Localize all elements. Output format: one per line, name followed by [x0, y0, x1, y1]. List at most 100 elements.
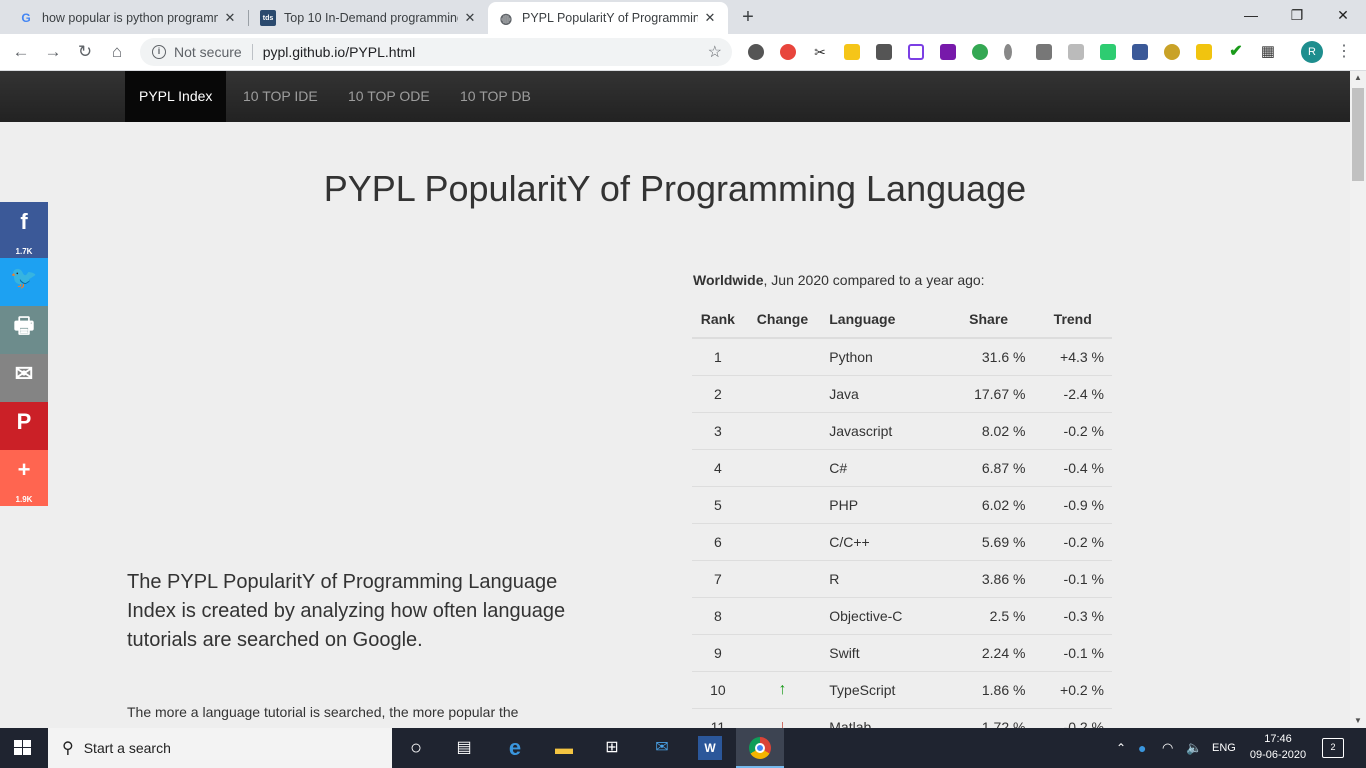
new-tab-button[interactable]: +: [742, 6, 754, 28]
minimize-window-button[interactable]: —: [1244, 7, 1258, 23]
extension-icon[interactable]: [844, 44, 860, 60]
home-icon[interactable]: ⌂: [111, 42, 123, 61]
share-value: 6.87 %: [981, 459, 1026, 476]
tray-app-icon[interactable]: ●: [1138, 740, 1147, 756]
language-value: Objective-C: [829, 607, 903, 624]
extension-icon[interactable]: [1004, 44, 1012, 60]
nav-top-ode[interactable]: 10 TOP ODE: [348, 88, 430, 104]
share-value: 3.86 %: [981, 570, 1026, 587]
scroll-up-icon[interactable]: ▲: [1354, 73, 1362, 82]
table-header-row: Rank Change Language Share Trend: [692, 300, 1112, 339]
nav-top-db[interactable]: 10 TOP DB: [460, 88, 531, 104]
volume-icon[interactable]: 🔈: [1186, 740, 1203, 755]
forward-icon[interactable]: →: [44, 42, 62, 61]
more-share-button[interactable]: +1.9K: [0, 450, 48, 506]
rank-value: 5: [713, 496, 722, 513]
extension-icon[interactable]: [1164, 44, 1180, 60]
cortana-icon[interactable]: ○: [409, 737, 423, 759]
trend-cell: +0.2 %: [1033, 670, 1112, 708]
change-cell: [743, 559, 822, 597]
site-nav: PYPL Index 10 TOP IDE 10 TOP ODE 10 TOP …: [0, 71, 1350, 122]
close-tab-icon[interactable]: ✕: [224, 10, 236, 25]
more-icon: +: [17, 457, 31, 482]
change-cell: [743, 337, 822, 375]
nav-top-ide[interactable]: 10 TOP IDE: [243, 88, 318, 104]
change-cell: ↑: [743, 670, 822, 708]
extension-icon[interactable]: [1036, 44, 1052, 60]
profile-avatar[interactable]: R: [1301, 41, 1323, 63]
extension-icon[interactable]: [1100, 44, 1116, 60]
browser-tab-google-search[interactable]: G how popular is python programm ✕: [8, 2, 248, 34]
checkmark-icon[interactable]: ✔: [1229, 43, 1243, 60]
reload-icon[interactable]: ↻: [77, 42, 93, 61]
share-cell: 31.6 %: [943, 337, 1034, 375]
language-indicator[interactable]: ENG: [1212, 742, 1236, 754]
close-tab-icon[interactable]: ✕: [704, 10, 716, 25]
extension-icon[interactable]: [748, 44, 764, 60]
windows-start-icon[interactable]: [14, 740, 32, 756]
scroll-down-icon[interactable]: ▼: [1354, 716, 1362, 725]
back-icon[interactable]: ←: [12, 42, 30, 61]
url-text[interactable]: pypl.github.io/PYPL.html: [262, 44, 416, 60]
rank-cell: 4: [692, 448, 744, 486]
share-value: 2.5 %: [989, 607, 1026, 624]
edge-icon[interactable]: e: [508, 735, 522, 760]
task-view-icon[interactable]: ▤: [456, 739, 472, 756]
store-icon[interactable]: ⊞: [605, 739, 619, 756]
pencil-icon[interactable]: [1196, 44, 1212, 60]
taskbar-clock[interactable]: 17:46 09-06-2020: [1246, 731, 1310, 763]
twitter-share-button[interactable]: 🐦: [0, 258, 48, 306]
trend-cell: -0.3 %: [1033, 596, 1112, 634]
restore-window-button[interactable]: ❐: [1290, 7, 1304, 23]
language-cell: Python: [821, 337, 944, 375]
scrollbar-thumb[interactable]: [1352, 88, 1364, 181]
pinterest-share-button[interactable]: P: [0, 402, 48, 450]
tab-title: how popular is python programm: [42, 11, 218, 25]
rank-value: 7: [713, 570, 722, 587]
trend-value: -0.9 %: [1063, 496, 1104, 513]
share-cell: 17.67 %: [943, 374, 1034, 412]
page-title: PYPL PopularitY of Programming Language: [323, 168, 1027, 209]
address-bar[interactable]: i Not secure pypl.github.io/PYPL.html ☆: [140, 38, 732, 66]
language-value: R: [829, 570, 840, 587]
email-share-button[interactable]: ✉: [0, 354, 48, 402]
scissors-icon[interactable]: ✂: [814, 44, 826, 60]
rank-value: 1: [713, 348, 722, 365]
chrome-taskbar-button[interactable]: [736, 728, 784, 768]
nav-pypl-index[interactable]: PYPL Index: [125, 71, 227, 122]
extension-icon[interactable]: [972, 44, 988, 60]
browser-tab-pypl-active[interactable]: ◍ PYPL PopularitY of Programming ✕: [488, 2, 728, 34]
tray-overflow-icon[interactable]: ⌃: [1116, 741, 1127, 755]
extension-icon[interactable]: [876, 44, 892, 60]
word-icon[interactable]: W: [698, 736, 722, 760]
print-share-button[interactable]: 🖶: [0, 306, 48, 354]
wifi-icon[interactable]: ◠: [1162, 740, 1174, 755]
extension-icon[interactable]: [908, 44, 924, 60]
trend-value: -0.1 %: [1063, 570, 1104, 587]
grid-icon[interactable]: ▦: [1260, 43, 1276, 60]
browser-tab-top-10-programming[interactable]: tds Top 10 In-Demand programming ✕: [250, 2, 488, 34]
info-icon[interactable]: i: [152, 45, 166, 59]
language-value: Swift: [829, 644, 860, 661]
extension-icon[interactable]: [780, 44, 796, 60]
bookmark-star-icon[interactable]: ☆: [707, 44, 722, 61]
close-tab-icon[interactable]: ✕: [464, 10, 476, 25]
trend-cell: -0.2 %: [1033, 522, 1112, 560]
taskbar-search-box[interactable]: ⚲ Start a search: [48, 728, 392, 768]
close-window-button[interactable]: ✕: [1337, 7, 1349, 23]
rank-value: 11: [710, 718, 726, 728]
table-row: 5 PHP 6.02 % -0.9 %: [692, 485, 1112, 523]
extension-icon[interactable]: [1132, 44, 1148, 60]
file-explorer-icon[interactable]: ▬: [555, 738, 573, 758]
change-cell: [743, 596, 822, 634]
page-scrollbar[interactable]: ▲ ▼: [1350, 71, 1366, 728]
clock-time: 17:46: [1264, 733, 1292, 745]
mail-icon[interactable]: ✉: [655, 739, 669, 756]
notification-center-icon[interactable]: 2: [1322, 738, 1344, 758]
onenote-icon[interactable]: [940, 44, 956, 60]
browser-menu-icon[interactable]: ⋮: [1336, 43, 1352, 60]
extension-icon[interactable]: [1068, 44, 1084, 60]
facebook-share-button[interactable]: f 1.7K: [0, 202, 48, 258]
share-cell: 1.86 %: [943, 670, 1034, 708]
rank-cell: 8: [692, 596, 744, 634]
